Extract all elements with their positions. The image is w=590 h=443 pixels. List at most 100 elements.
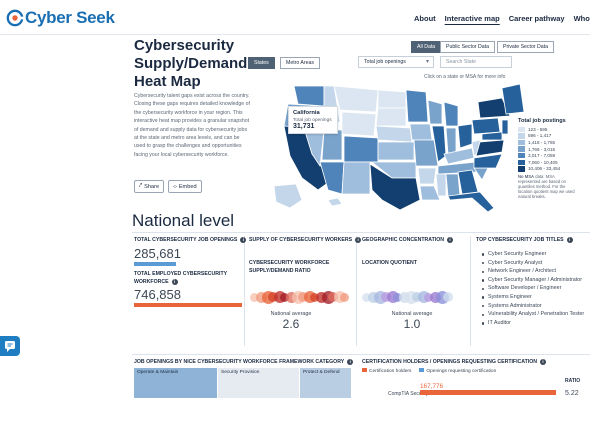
toggle-states[interactable]: States <box>248 57 275 69</box>
nav-item-about[interactable]: About <box>414 14 436 23</box>
cert-holders-bar[interactable] <box>420 390 556 395</box>
legend-openings: Openings requesting certification <box>419 368 496 374</box>
distribution-bubble <box>424 292 433 302</box>
map-state-south-dakota <box>375 107 407 127</box>
nice-category-title: JOB OPENINGS BY NICE CYBERSECURITY WORKF… <box>134 359 345 365</box>
toggle-public-sector[interactable]: Public Sector Data <box>440 41 495 53</box>
legend-range-label: 3,017 - 7,059 <box>528 153 556 159</box>
supply-heading: SUPPLY OF CYBERSECURITY WORKERS i <box>249 237 362 243</box>
map-state-south-carolina <box>473 167 489 181</box>
map-state-wyoming <box>341 111 377 137</box>
column-divider <box>244 236 245 346</box>
job-title-item[interactable]: Network Engineer / Architect <box>480 267 590 276</box>
top-job-titles-list: Cyber Security Engineer Cyber Security An… <box>480 250 590 327</box>
us-heat-map[interactable] <box>268 82 528 212</box>
info-icon[interactable]: i <box>540 359 547 365</box>
column-divider <box>356 236 357 346</box>
map-state-wisconsin <box>427 99 443 125</box>
job-title-item[interactable]: Cyber Security Analyst <box>480 259 590 268</box>
ratio-average-value: 2.6 <box>282 317 300 331</box>
job-openings-title: TOTAL CYBERSECURITY JOB OPENINGS <box>134 237 238 243</box>
supply-title: SUPPLY OF CYBERSECURITY WORKERS <box>249 237 353 243</box>
legend-range-label: 7,060 - 10,405 <box>528 159 558 165</box>
map-state-new-jersey <box>501 119 509 135</box>
job-title-item[interactable]: Vulnerability Analyst / Penetration Test… <box>480 310 590 319</box>
distribution-bubble <box>250 292 259 302</box>
legend-row: 7,060 - 10,405 <box>518 159 578 166</box>
nav-item-interactive-map[interactable]: Interactive map <box>444 14 500 23</box>
info-icon[interactable]: i <box>240 237 247 243</box>
map-state-washington <box>293 85 325 107</box>
job-title-item[interactable]: Systems Administrator <box>480 302 590 311</box>
share-button[interactable]: ⤤ Share <box>134 180 165 193</box>
toggle-private-sector[interactable]: Private Sector Data <box>497 41 554 53</box>
map-state-new-england <box>501 83 525 115</box>
toggle-metro-areas[interactable]: Metro Areas <box>280 57 320 69</box>
embed-button[interactable]: ‹› Embed <box>168 180 202 193</box>
job-title-item[interactable]: Cyber Security Manager / Administrator <box>480 276 590 285</box>
job-title-item[interactable]: Software Developer / Engineer <box>480 284 590 293</box>
map-state-alaska <box>273 183 303 209</box>
legend-note-bold: No MSA <box>518 174 535 180</box>
nav-item-career-pathway[interactable]: Career pathway <box>508 14 565 23</box>
map-state-louisiana <box>419 185 441 201</box>
cert-name: CompTIA Security+ <box>388 391 432 397</box>
top-job-titles-heading: TOP CYBERSECURITY JOB TITLES i <box>476 237 573 243</box>
info-icon[interactable]: i <box>171 278 178 285</box>
page-title: Cybersecurity Supply/Demand Heat Map <box>134 37 248 90</box>
category-operate-maintain[interactable]: Operate & Maintain <box>134 368 218 398</box>
cyberseek-logo[interactable]: Cyber Seek <box>6 8 115 28</box>
legend-range-label: 596 - 1,417 <box>528 133 552 139</box>
legend-title: Total job postings <box>518 118 566 124</box>
chat-widget-button[interactable] <box>0 336 20 356</box>
map-hint: Click on a state or MSA for more info <box>424 74 506 80</box>
job-openings-heading: TOTAL CYBERSECURITY JOB OPENINGS i <box>134 237 247 243</box>
geo-concentration-heading: GEOGRAPHIC CONCENTRATION i <box>362 237 454 243</box>
job-openings-bar <box>134 262 176 266</box>
supply-demand-ratio-bubbles[interactable] <box>250 290 350 304</box>
info-icon[interactable]: i <box>566 237 573 243</box>
page-description: Cybersecurity talent gaps exist across t… <box>134 93 250 158</box>
tooltip-label: Total job openings <box>293 118 332 123</box>
cert-openings-value: 167,776 <box>420 383 444 390</box>
map-legend: Total job postings 123 - 595 596 - 1,417 1… <box>518 118 578 199</box>
embed-label: Embed <box>178 183 197 190</box>
metric-select[interactable]: Total job openings ▾ <box>358 56 434 68</box>
distribution-bubble <box>298 292 308 302</box>
distribution-bubble <box>286 291 297 303</box>
distribution-bubble <box>442 292 453 302</box>
logo-icon <box>6 9 24 27</box>
ratio-column-label: RATIO <box>565 378 581 384</box>
legend-range-label: 123 - 595 <box>528 126 548 132</box>
info-icon[interactable]: i <box>447 237 454 243</box>
distribution-bubble <box>316 291 327 303</box>
ratio-average-label: National average <box>270 311 312 317</box>
national-level-title: National level <box>132 211 235 230</box>
info-icon[interactable]: i <box>347 359 354 365</box>
state-search-input[interactable]: Search State <box>440 56 512 68</box>
toggle-all-data[interactable]: All Data <box>411 41 442 53</box>
employed-workforce-bar <box>134 303 242 307</box>
nav-item-who-third[interactable]: Who th <box>573 14 590 23</box>
category-protect-defend[interactable]: Protect & Defend <box>300 368 352 398</box>
employed-workforce-title: TOTAL EMPLOYED CYBERSECURITY WORKFORCE <box>134 271 228 285</box>
job-title-item[interactable]: Cyber Security Engineer <box>480 250 590 259</box>
legend-row: 596 - 1,417 <box>518 133 578 140</box>
location-quotient-bubbles[interactable] <box>362 290 462 304</box>
distribution-bubble <box>399 291 411 303</box>
main-nav: About Interactive map Career pathway Who… <box>414 14 590 23</box>
job-title-item[interactable]: IT Auditor <box>480 319 590 328</box>
chat-icon <box>5 341 15 352</box>
certification-legend: Certification holders Openings requestin… <box>362 368 496 374</box>
legend-range-label: 10,406 - 33,454 <box>528 166 561 172</box>
legend-range-label: 1,766 - 3,016 <box>528 146 556 152</box>
legend-swatch-blue <box>419 368 425 372</box>
job-title-item[interactable]: Systems Engineer <box>480 293 590 302</box>
map-state-virginia <box>475 139 505 157</box>
distribution-bubble <box>411 292 422 302</box>
category-security-provision[interactable]: Security Provision <box>218 368 300 398</box>
distribution-bubble <box>310 292 319 302</box>
distribution-bubble <box>256 291 267 303</box>
map-state-north-dakota <box>377 89 407 109</box>
info-icon[interactable]: i <box>355 237 362 243</box>
